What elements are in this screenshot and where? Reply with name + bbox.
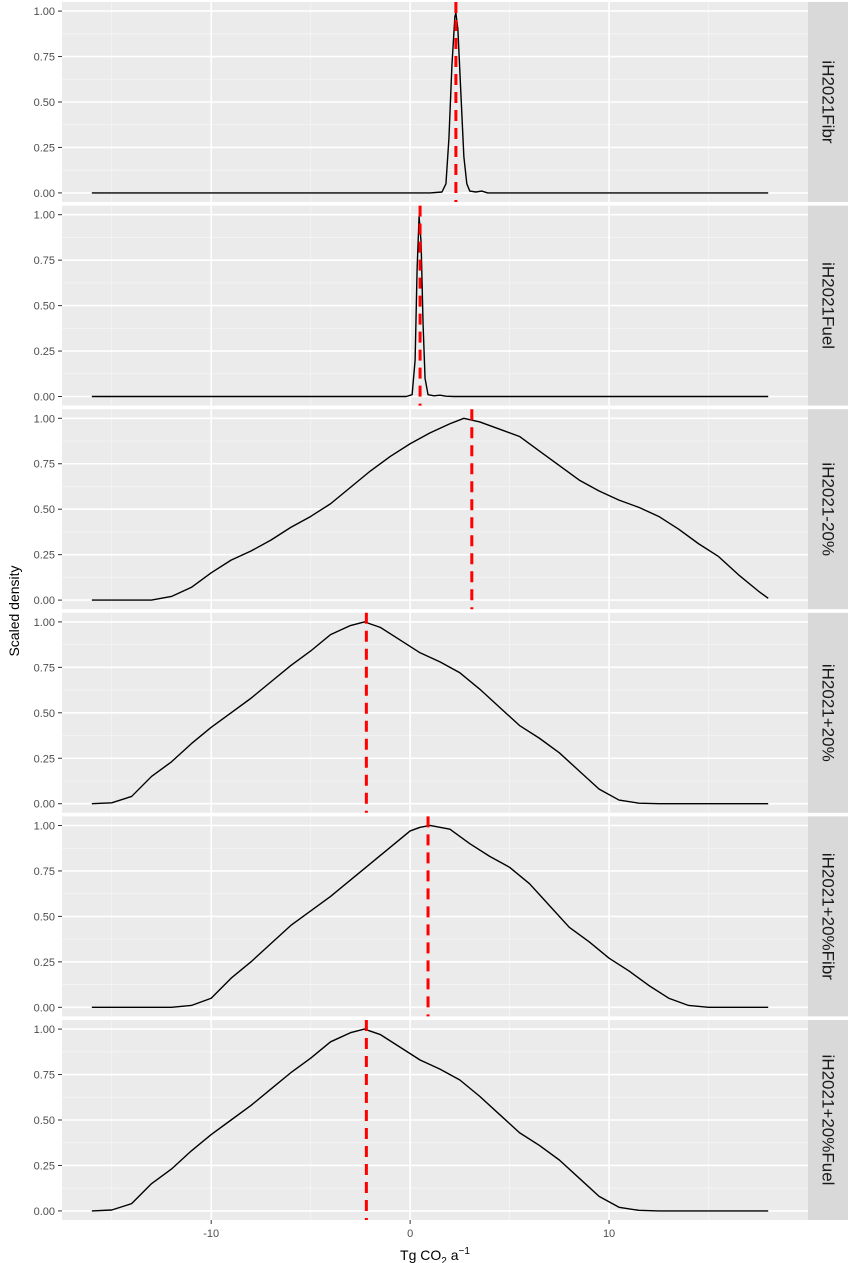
panel-0: 0.00 0.25 0.50 0.75 1.00 iH2021Fibr [34,2,848,202]
y-tick-label: 0.25 [34,1160,55,1172]
y-tick-label: 0.50 [34,97,55,109]
x-axis-title-mid: a [447,1247,459,1263]
panels-layer: 0.000.250.500.751.00iH2021Fibr0.000.250.… [34,2,848,1240]
y-tick-label: 0.00 [34,392,55,404]
y-tick-label: 0.50 [34,911,55,923]
y-tick-label: 0.25 [34,753,55,765]
y-tick-label: 0.75 [34,662,55,674]
panel-3: 0.00 0.25 0.50 0.75 1.00 iH2021+20% [34,612,848,813]
y-tick-label: 0.75 [34,52,55,64]
panel-2: 0.00 0.25 0.50 0.75 1.00 iH2021-20% [34,409,848,610]
y-tick-label: 0.00 [34,1002,55,1014]
strip-label: iH2021+20%Fibr [819,853,838,980]
y-tick-label: 0.75 [34,1070,55,1082]
x-axis-title-sub: 2 [441,1256,447,1263]
strip-background [808,205,848,406]
y-tick-label: 0.50 [34,301,55,313]
y-tick-label: 1.00 [34,413,55,425]
density-curve [91,1028,769,1212]
x-axis: -10 0 10 [203,1220,615,1240]
x-tick-label: 10 [603,1228,615,1240]
x-tick-label: 0 [407,1228,413,1240]
y-tick-label: 0.75 [34,866,55,878]
strip-label: iH2021Fuel [819,262,838,349]
strip-label: iH2021+20% [819,664,838,762]
density-curve [91,12,769,194]
density-curve [91,417,769,601]
y-tick-label: 0.00 [34,595,55,607]
strip-background [808,409,848,610]
y-tick-label: 0.50 [34,1115,55,1127]
y-tick-label: 0.25 [34,957,55,969]
strip-label: iH2021+20%Fuel [819,1055,838,1186]
y-tick-label: 1.00 [34,1024,55,1036]
panel-4: 0.00 0.25 0.50 0.75 1.00 iH2021+20%Fibr [34,816,848,1017]
y-tick-label: 1.00 [34,6,55,18]
y-tick-label: 0.00 [34,799,55,811]
y-tick-label: 1.00 [34,820,55,832]
panel-5: 0.00 0.25 0.50 0.75 1.00 iH2021+20%Fuel [34,1020,848,1220]
density-curve [91,621,769,805]
x-axis-title-sup: −1 [459,1246,471,1257]
strip-background [808,1020,848,1220]
y-tick-label: 1.00 [34,210,55,222]
y-tick-label: 0.75 [34,255,55,267]
strip-background [808,2,848,202]
y-tick-label: 0.25 [34,550,55,562]
density-curve [91,215,769,398]
y-tick-label: 0.50 [34,708,55,720]
strip-label: iH2021-20% [819,462,838,556]
x-axis-title-base: Tg CO [400,1247,441,1263]
strip-label: iH2021Fibr [819,60,838,143]
strip-background [808,816,848,1017]
y-tick-label: 0.00 [34,188,55,200]
x-tick-label: -10 [203,1228,219,1240]
strip-background [808,612,848,813]
density-curve [91,824,769,1009]
y-tick-label: 1.00 [34,617,55,629]
y-tick-label: 0.50 [34,504,55,516]
x-axis-title: Tg CO2 a−1 [400,1246,470,1263]
y-tick-label: 0.00 [34,1206,55,1218]
y-axis-title: Scaled density [6,565,22,656]
y-tick-label: 0.75 [34,459,55,471]
y-tick-label: 0.25 [34,142,55,154]
panel-1: 0.00 0.25 0.50 0.75 1.00 iH2021Fuel [34,205,848,406]
y-tick-label: 0.25 [34,346,55,358]
